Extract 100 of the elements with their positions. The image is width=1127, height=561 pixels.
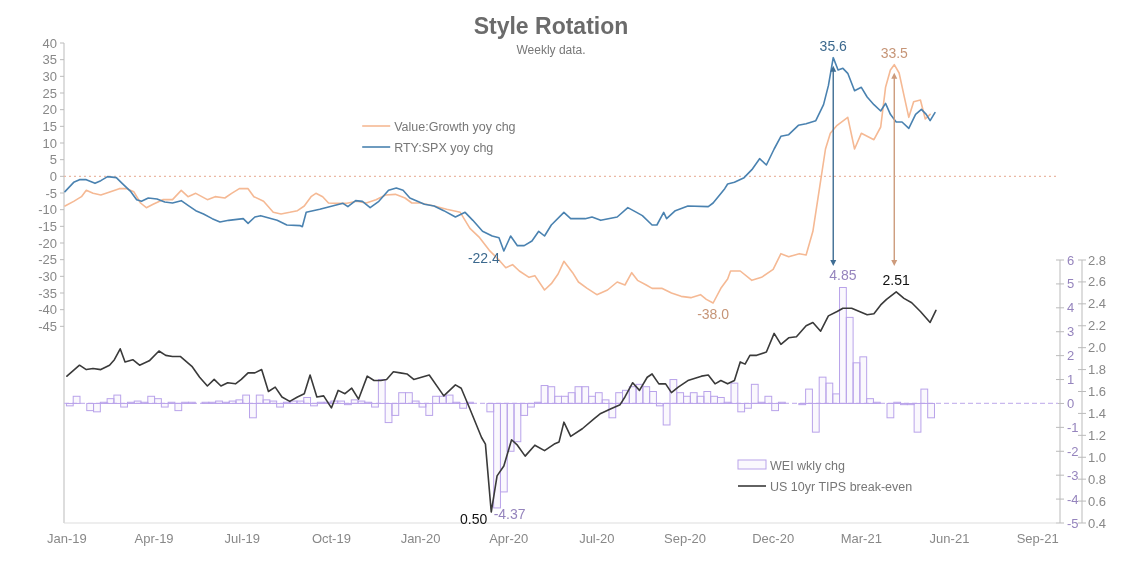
bar: [764, 395, 773, 404]
x-tick-label: Apr-19: [134, 531, 174, 546]
x-tick-label: Dec-20: [752, 531, 795, 546]
y2-tick-label: -4: [1067, 491, 1079, 507]
bar: [133, 400, 142, 404]
bar: [730, 382, 739, 404]
x-tick-label: Jan-19: [47, 531, 87, 546]
x-tick-label: Jan-20: [400, 531, 441, 546]
y-tick-label: 15: [42, 118, 57, 134]
bar: [832, 393, 841, 404]
y-tick-label: 10: [42, 135, 57, 151]
x-tick-label: Oct-19: [311, 531, 351, 546]
y-tick-label: -35: [38, 285, 57, 301]
bar: [255, 394, 264, 404]
y2-tick-label: 3: [1067, 324, 1075, 340]
bar: [703, 391, 712, 404]
y-tick-label: -15: [38, 218, 57, 234]
bar: [310, 402, 318, 407]
y-tick-label: -30: [38, 268, 57, 284]
bar: [927, 402, 935, 419]
y2-tick-label: -2: [1067, 443, 1079, 459]
y-tick-label: 35: [42, 52, 57, 68]
bar: [852, 362, 861, 404]
y3-tick-label: 2.4: [1088, 296, 1107, 312]
bar: [337, 400, 345, 404]
data-label: 4.85: [829, 267, 857, 284]
x-tick-label: Apr-20: [489, 531, 529, 546]
legend-label: Value:Growth yoy chg: [394, 119, 516, 134]
bar: [147, 395, 156, 404]
bar: [405, 392, 413, 404]
bar: [676, 392, 685, 404]
bar: [418, 402, 427, 408]
legend-label: WEI wkly chg: [770, 458, 846, 473]
y3-tick-label: 1.6: [1088, 384, 1107, 399]
bar: [662, 402, 671, 426]
bar: [913, 402, 922, 433]
bar: [811, 402, 820, 433]
bar: [154, 398, 162, 404]
bar: [106, 398, 115, 404]
y-tick-label: 0: [49, 168, 57, 184]
bar: [859, 356, 868, 404]
y3-tick-label: 1.0: [1088, 449, 1107, 465]
line-series: [64, 56, 936, 252]
bar: [228, 400, 237, 404]
bar: [303, 396, 312, 404]
bar: [72, 395, 81, 404]
y-tick-label: 5: [49, 152, 57, 168]
y-tick-label: -45: [38, 318, 57, 334]
y3-tick-label: 2.8: [1088, 252, 1107, 268]
bar: [601, 399, 610, 404]
bar: [242, 394, 251, 404]
bar: [357, 400, 366, 404]
bar: [398, 392, 407, 404]
x-tick-label: Jun-21: [929, 531, 970, 546]
x-tick-label: Jul-19: [224, 531, 260, 546]
y-tick-label: 30: [42, 68, 57, 84]
annotation: -22.4: [467, 250, 501, 266]
bar: [839, 287, 847, 404]
bar: [716, 396, 725, 404]
bar: [649, 391, 657, 404]
data-label: 0.50: [460, 511, 488, 528]
bar: [594, 392, 603, 404]
legend-label: RTY:SPX yoy chg: [394, 140, 494, 155]
bar: [513, 402, 522, 443]
y3-tick-label: 2.6: [1088, 274, 1107, 290]
y3-tick-label: 1.4: [1088, 405, 1107, 421]
bar: [527, 402, 535, 408]
x-tick-label: Sep-21: [1016, 531, 1059, 546]
bar: [866, 398, 874, 404]
y2-tick-label: -5: [1067, 515, 1079, 531]
y2-tick-label: 1: [1067, 372, 1075, 388]
bar: [371, 402, 379, 408]
y3-tick-label: 0.6: [1088, 493, 1107, 509]
bar: [750, 383, 759, 404]
y-tick-label: -5: [45, 185, 57, 201]
bar: [113, 394, 122, 404]
bar: [771, 402, 779, 412]
line-series: [64, 63, 931, 304]
bar: [235, 399, 244, 404]
bar: [269, 400, 278, 404]
bar: [886, 402, 895, 419]
annotation: -38.0: [697, 306, 730, 322]
bar: [174, 402, 183, 412]
bar: [249, 402, 257, 419]
y3-tick-label: 0.4: [1088, 515, 1107, 531]
chart-subtitle: Weekly data.: [516, 43, 586, 57]
y-tick-label: 25: [42, 85, 57, 101]
y2-tick-label: 0: [1067, 395, 1075, 411]
bar: [160, 402, 169, 408]
y2-tick-label: -3: [1067, 467, 1079, 483]
bar: [296, 400, 305, 404]
annotation: 35.6: [819, 37, 848, 54]
legend-label: US 10yr TIPS break-even: [770, 479, 913, 494]
bar: [215, 400, 223, 404]
bar: [499, 402, 508, 493]
x-tick-label: Sep-20: [664, 531, 706, 546]
bar: [411, 400, 420, 404]
bar: [520, 402, 529, 416]
y2-tick-label: -1: [1067, 419, 1079, 435]
data-label: 2.51: [882, 271, 911, 288]
